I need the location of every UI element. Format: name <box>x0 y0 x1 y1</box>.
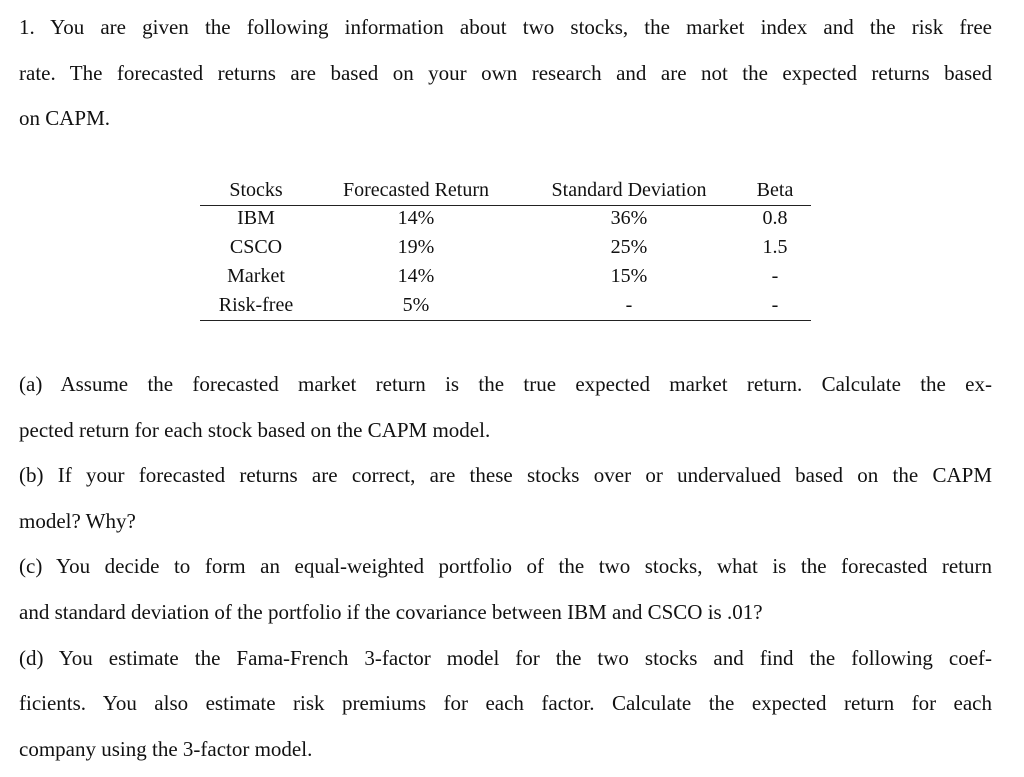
table-header: Stocks <box>229 179 283 201</box>
table-cell: 14% <box>397 265 435 287</box>
table-cell: 1.5 <box>762 236 788 258</box>
part-line: model? Why? <box>19 508 136 533</box>
table-header: Standard Deviation <box>551 179 707 201</box>
part-line: company using the 3-factor model. <box>19 736 313 761</box>
table-cell: Market <box>227 265 285 287</box>
part-line: pected return for each stock based on th… <box>19 417 491 442</box>
part-line: (d) You estimate the Fama-French 3-facto… <box>19 645 992 670</box>
part-line: and standard deviation of the portfolio … <box>19 600 763 624</box>
table-cell: 14% <box>397 207 435 229</box>
table-cell: IBM <box>237 207 275 229</box>
table-header: Beta <box>756 179 794 201</box>
table-cell: 19% <box>397 236 435 258</box>
table-cell: 15% <box>610 265 648 287</box>
intro-line: rate. The forecasted returns are based o… <box>19 60 992 85</box>
part-line: ficients. You also estimate risk premium… <box>19 691 992 716</box>
table-header: Forecasted Return <box>342 179 490 201</box>
intro-line: 1. You are given the following informati… <box>19 15 992 39</box>
table-cell: 36% <box>610 207 648 229</box>
table-cell: - <box>771 294 779 316</box>
table-cell: 0.8 <box>762 207 788 229</box>
table-cell: - <box>771 265 779 287</box>
intro-line: on CAPM. <box>19 106 111 130</box>
table-rule <box>200 320 811 321</box>
table-cell: 5% <box>402 294 430 316</box>
part-line: (b) If your forecasted returns are corre… <box>19 463 992 488</box>
part-line: (a) Assume the forecasted market return … <box>19 372 992 396</box>
table-cell: CSCO <box>229 236 283 258</box>
part-line: (c) You decide to form an equal-weighted… <box>19 554 992 579</box>
table-rule <box>200 205 811 206</box>
table-cell: Risk-free <box>218 294 294 316</box>
table-cell: 25% <box>610 236 648 258</box>
table-cell: - <box>625 294 633 316</box>
